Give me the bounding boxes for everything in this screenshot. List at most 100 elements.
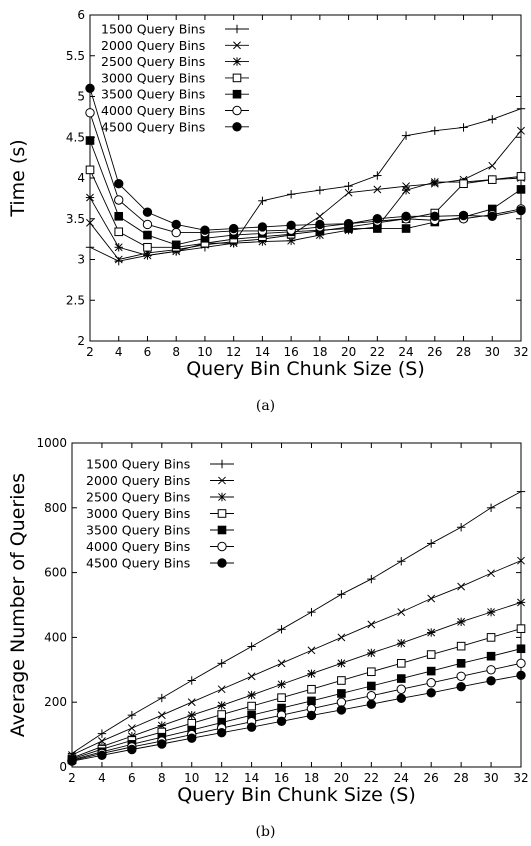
data-point bbox=[401, 224, 411, 233]
data-point-shape bbox=[516, 658, 526, 669]
data-point bbox=[127, 744, 137, 755]
y-tick-label: 1000 bbox=[36, 436, 67, 450]
series-line bbox=[71, 648, 522, 761]
data-point-shape bbox=[367, 667, 376, 677]
data-point-shape bbox=[142, 207, 153, 217]
x-tick-label: 6 bbox=[128, 771, 136, 785]
data-point-shape bbox=[85, 136, 95, 145]
x-tick-label: 2 bbox=[68, 771, 76, 785]
data-point-shape bbox=[114, 179, 124, 189]
legend-marker-shape bbox=[217, 525, 227, 535]
data-point-b bbox=[98, 737, 106, 746]
data-point bbox=[397, 608, 406, 617]
data-point-b bbox=[277, 659, 286, 668]
data-point bbox=[247, 672, 256, 681]
legend-marker-shape bbox=[232, 89, 242, 99]
y-tick-label: 3.5 bbox=[66, 212, 85, 226]
data-point-shape bbox=[486, 676, 496, 686]
data-point bbox=[277, 680, 286, 689]
data-point bbox=[486, 651, 496, 661]
legend-marker bbox=[217, 492, 227, 502]
data-point-b bbox=[143, 251, 152, 260]
data-point-shape bbox=[396, 674, 406, 683]
data-point bbox=[426, 666, 436, 676]
data-point bbox=[427, 628, 436, 637]
data-point bbox=[217, 701, 226, 710]
legend-label: 2500 Query Bins bbox=[101, 54, 205, 69]
data-point bbox=[516, 644, 526, 654]
x-tick-label: 18 bbox=[304, 771, 319, 785]
data-point bbox=[276, 716, 287, 727]
data-point bbox=[457, 582, 466, 591]
series-line bbox=[71, 628, 522, 760]
legend-marker bbox=[232, 24, 242, 34]
data-point bbox=[216, 727, 227, 738]
data-point bbox=[366, 699, 377, 709]
data-point bbox=[430, 211, 440, 222]
data-point bbox=[97, 729, 107, 738]
legend-marker-b bbox=[233, 41, 241, 50]
data-point-shape bbox=[459, 179, 468, 189]
data-point-b bbox=[217, 701, 226, 710]
data-point-b bbox=[457, 617, 466, 626]
data-point bbox=[516, 172, 526, 181]
data-point bbox=[306, 710, 317, 721]
data-point bbox=[396, 659, 406, 668]
data-point bbox=[343, 218, 354, 229]
data-point-shape bbox=[487, 175, 497, 184]
data-point-b bbox=[402, 186, 410, 195]
data-point-b bbox=[397, 639, 406, 648]
legend-marker-shape bbox=[232, 105, 242, 116]
legend-label: 3500 Query Bins bbox=[101, 87, 205, 102]
data-point bbox=[114, 227, 124, 237]
y-tick-label: 4 bbox=[77, 171, 85, 185]
data-point bbox=[396, 674, 406, 683]
data-point-shape bbox=[187, 733, 197, 743]
data-point bbox=[157, 711, 166, 720]
x-tick-label: 16 bbox=[283, 345, 298, 359]
caption-b: (b) bbox=[255, 824, 276, 840]
data-point-shape bbox=[516, 670, 526, 681]
y-tick-label: 0 bbox=[59, 760, 67, 774]
legend-marker bbox=[217, 459, 227, 469]
y-tick-label: 600 bbox=[44, 566, 67, 580]
data-point bbox=[367, 574, 376, 584]
data-point bbox=[427, 594, 436, 603]
data-point-shape bbox=[85, 83, 95, 94]
series-line bbox=[89, 112, 522, 234]
data-point-b bbox=[457, 582, 466, 591]
data-point-shape bbox=[142, 219, 153, 230]
data-point bbox=[67, 756, 77, 766]
data-point-shape bbox=[366, 699, 377, 709]
data-point bbox=[286, 220, 296, 230]
data-point-shape bbox=[458, 210, 469, 221]
data-point bbox=[114, 212, 124, 221]
data-point bbox=[397, 557, 406, 566]
data-point-shape bbox=[426, 650, 436, 659]
data-point-b bbox=[397, 608, 406, 617]
legend-label: 1500 Query Bins bbox=[101, 22, 205, 37]
data-point bbox=[85, 136, 95, 145]
x-tick-label: 12 bbox=[214, 771, 229, 785]
data-point bbox=[486, 607, 496, 617]
series-3 bbox=[67, 598, 526, 763]
data-point-shape bbox=[217, 710, 226, 719]
legend-marker-b bbox=[218, 493, 226, 501]
data-point bbox=[315, 186, 325, 195]
data-point-b bbox=[247, 672, 256, 681]
x-tick-label: 24 bbox=[394, 771, 409, 785]
data-point bbox=[516, 104, 526, 113]
y-tick-label: 3 bbox=[77, 253, 85, 267]
data-point bbox=[401, 131, 411, 140]
data-point bbox=[157, 693, 166, 703]
data-point-b bbox=[217, 685, 226, 694]
series-line bbox=[71, 491, 522, 754]
x-tick-label: 20 bbox=[334, 771, 349, 785]
data-point bbox=[486, 503, 496, 512]
x-tick-label: 18 bbox=[312, 345, 327, 359]
data-point-b bbox=[430, 178, 439, 186]
data-point bbox=[426, 650, 436, 659]
data-point-b bbox=[315, 212, 324, 221]
series-7 bbox=[67, 670, 526, 766]
